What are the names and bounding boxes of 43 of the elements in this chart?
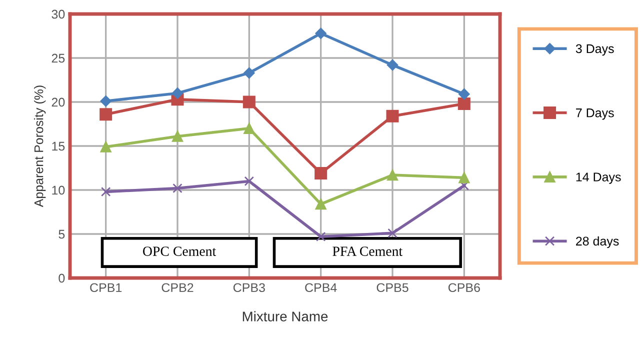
legend-label: 28 days (576, 236, 619, 248)
point (458, 98, 470, 110)
point (315, 28, 326, 39)
legend-label: 14 Days (576, 172, 621, 184)
y-axis-title: Apparent Porosity (%) (34, 86, 46, 208)
point (386, 169, 398, 181)
y-tick-label: 15 (52, 142, 65, 151)
x-tick-label: CPB3 (233, 283, 265, 292)
y-tick-label: 0 (58, 274, 65, 283)
point (314, 167, 328, 180)
y-tick-label: 30 (52, 10, 65, 19)
x-tick-label: CPB5 (376, 283, 408, 292)
point (458, 172, 470, 184)
point (315, 198, 326, 210)
x-tick-label: CPB1 (90, 283, 122, 292)
point (172, 130, 184, 142)
point (458, 88, 470, 100)
point (100, 186, 111, 197)
x-tick-label: CPB6 (448, 283, 480, 292)
point (244, 122, 255, 134)
y-tick-label: 20 (52, 98, 65, 107)
point (388, 228, 398, 238)
point (244, 67, 255, 79)
point (244, 176, 254, 186)
point (100, 96, 112, 107)
x-tick-label: CPB2 (162, 283, 194, 292)
point (100, 108, 112, 121)
annotation: PFA Cement (332, 246, 403, 256)
legend-label: 3 Days (576, 44, 614, 56)
point (242, 96, 256, 108)
point (386, 59, 398, 71)
y-tick-label: 10 (52, 186, 65, 195)
x-tick-label: CPB4 (305, 283, 337, 292)
y-tick-label: 25 (52, 54, 65, 63)
legend-label: 7 Days (576, 108, 614, 120)
x-axis-title: Mixture Name (242, 311, 328, 322)
point (316, 232, 326, 242)
y-tick-label: 5 (58, 230, 65, 239)
point (100, 141, 112, 152)
point (386, 110, 399, 122)
annotation: OPC Cement (143, 246, 216, 256)
point (172, 183, 182, 194)
point (172, 88, 184, 99)
